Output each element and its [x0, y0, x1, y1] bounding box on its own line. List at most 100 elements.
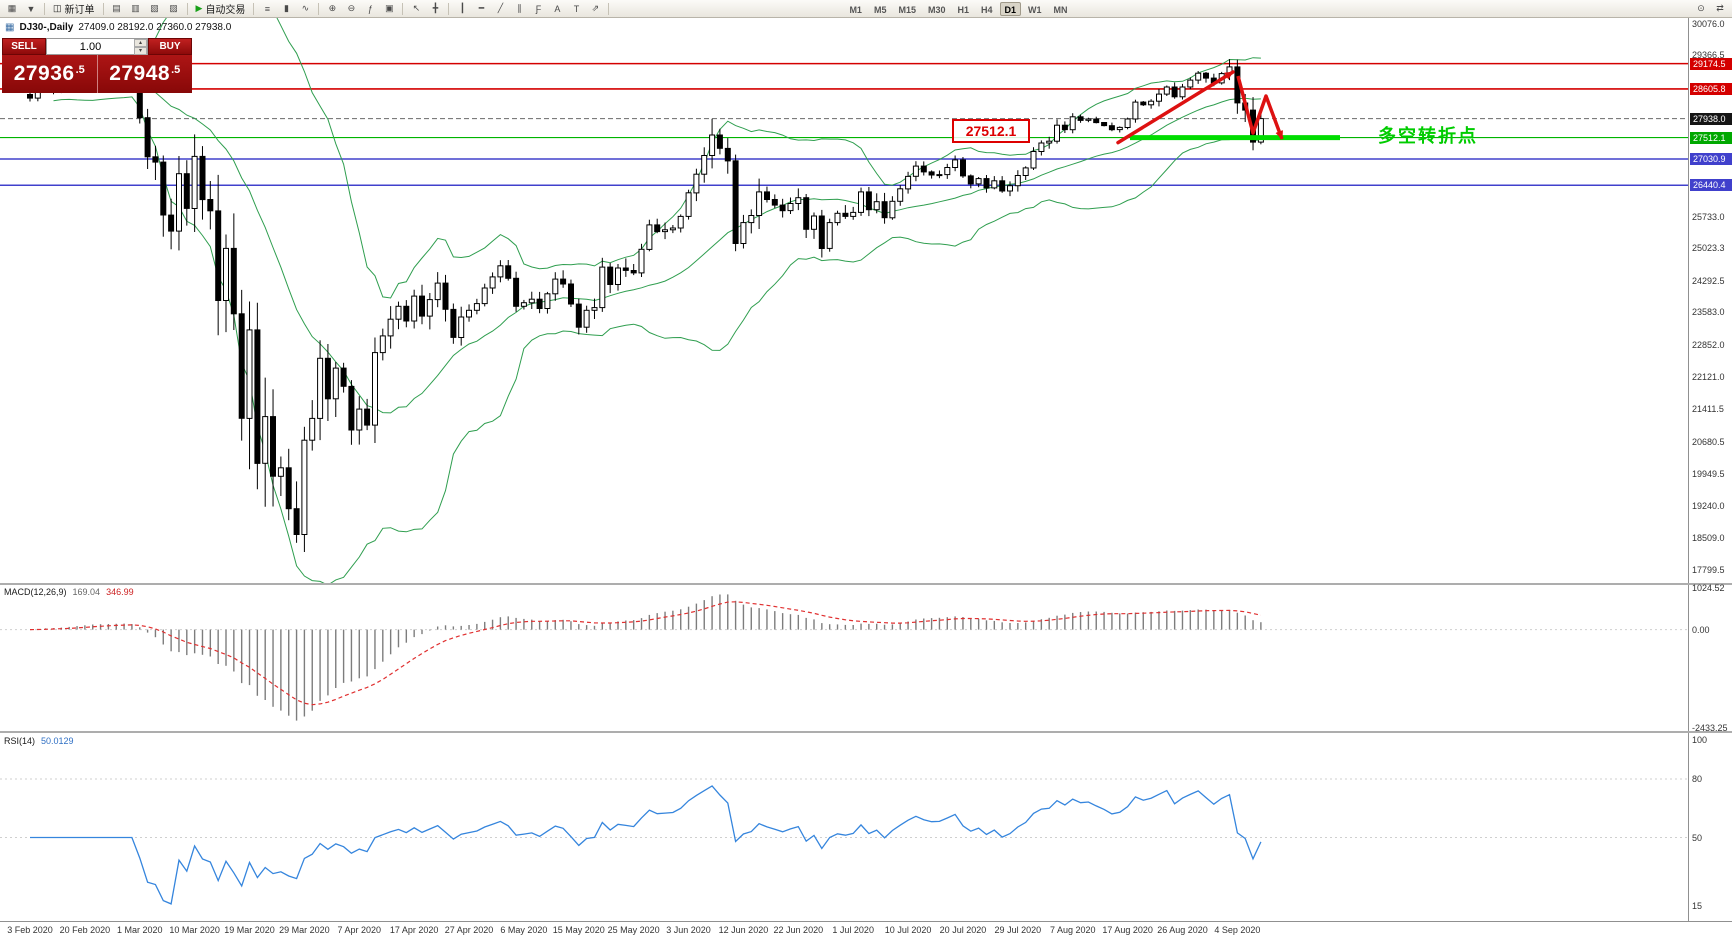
trend-up-arrow[interactable]: [1116, 70, 1235, 145]
auto-trading-button[interactable]: ▶ 自动交易: [195, 3, 246, 16]
rsi-axis-tick: 100: [1692, 735, 1708, 745]
navigator-button[interactable]: ▧: [146, 1, 164, 17]
volume-field: ▴ ▾: [46, 38, 148, 55]
crosshair-icon: ╋: [432, 3, 439, 13]
timeframe-m1-button[interactable]: M1: [849, 4, 862, 15]
ohlc-values: 27409.0 28192.0 27360.0 27938.0: [78, 22, 232, 33]
terminal-button[interactable]: ▨: [165, 1, 183, 17]
zoom-in-button[interactable]: ⊕: [323, 1, 341, 17]
volume-up-button[interactable]: ▴: [134, 38, 147, 47]
scroll-chart-button[interactable]: ⇄: [1711, 1, 1729, 17]
symbol-period-label: DJ30-,Daily: [19, 22, 74, 33]
date-axis-label: 6 May 2020: [500, 925, 548, 935]
price-axis-tick: 24292.5: [1692, 275, 1725, 286]
price-axis-tick: 19949.5: [1692, 469, 1725, 480]
templates-button[interactable]: ▣: [380, 1, 398, 17]
date-axis-label: 1 Mar 2020: [116, 925, 163, 935]
price-axis-tick: 18509.0: [1692, 533, 1725, 544]
macd-plot: [0, 594, 1688, 721]
price-axis-tick: 22852.0: [1692, 339, 1725, 350]
price-badge-29174.5: 29174.5: [1690, 57, 1732, 70]
macd-panel-divider[interactable]: [0, 583, 1732, 585]
toolbar-separator: [102, 2, 104, 15]
fibonacci-button[interactable]: Ƒ: [529, 1, 547, 17]
buy-price: 27948: [109, 62, 171, 85]
macd-axis-tick: 1024.52: [1692, 583, 1725, 594]
price-level-callout[interactable]: 27512.1: [952, 119, 1030, 143]
bar-chart-icon: ≡: [264, 3, 271, 14]
text-button[interactable]: A: [548, 1, 566, 17]
toolbar-separator: [186, 2, 188, 15]
rsi-indicator-header: RSI(14) 50.0129: [4, 736, 74, 746]
timeframe-w1-button[interactable]: W1: [1028, 4, 1042, 15]
toolbar: ▦ ▼ ◫ 新订单 ▤ ▥ ▧ ▨ ▶ 自动交易 ≡ ▮ ∿ ⊕ ⊖ ƒ ▣ ↖ ╋ ┃ ━ ╱ ∥ Ƒ A T ⇗ M1 M5 M15 M…: [0, 0, 1732, 18]
price-axis-tick: 21411.5: [1692, 403, 1724, 414]
timeframe-d1-button[interactable]: D1: [999, 1, 1022, 16]
date-axis-label: 22 Jun 2020: [773, 925, 824, 935]
horizontal-line-button[interactable]: ━: [472, 1, 490, 17]
date-axis-label: 17 Apr 2020: [389, 925, 439, 935]
rsi-axis-tick: 15: [1692, 900, 1703, 911]
sell-price: 27936: [13, 62, 75, 85]
data-window-button[interactable]: ▥: [127, 1, 145, 17]
buy-button[interactable]: BUY: [148, 38, 192, 55]
scroll-chart-icon: ⇄: [1716, 3, 1724, 13]
indicators-button[interactable]: ƒ: [361, 1, 379, 17]
new-order-button[interactable]: ◫ 新订单: [53, 3, 95, 16]
buy-price-button[interactable]: 27948.5: [96, 55, 192, 93]
crosshair-button[interactable]: ╋: [426, 1, 444, 17]
sell-price-button[interactable]: 27936.5: [2, 55, 97, 93]
sell-price-decimal: .5: [75, 63, 85, 76]
candlestick-chart-button[interactable]: ▮: [277, 1, 295, 17]
date-axis-label: 15 May 2020: [552, 925, 605, 935]
new-order-icon: ◫: [53, 3, 62, 13]
toolbar-separator: [318, 2, 320, 15]
toolbar-separator: [253, 2, 255, 15]
trendline-button[interactable]: ╱: [491, 1, 509, 17]
search-button[interactable]: ⊙: [1692, 1, 1710, 17]
timeframe-m5-button[interactable]: M5: [873, 4, 887, 15]
channel-button[interactable]: ∥: [510, 1, 528, 17]
line-chart-button[interactable]: ∿: [296, 1, 314, 17]
new-chart-button[interactable]: ▦: [3, 1, 21, 17]
price-axis-border: [1688, 18, 1689, 921]
market-watch-button[interactable]: ▤: [108, 1, 126, 17]
one-click-trading-panel: SELL ▴ ▾ BUY 27936.5 27948.5: [2, 38, 192, 93]
label-button[interactable]: T: [567, 1, 585, 17]
price-axis-tick: 25733.0: [1692, 211, 1725, 222]
cursor-icon: ↖: [412, 3, 421, 13]
timeframe-m30-button[interactable]: M30: [927, 4, 946, 15]
toolbar-separator: [448, 2, 450, 15]
macd-value: 169.04: [72, 587, 101, 597]
cursor-button[interactable]: ↖: [407, 1, 425, 17]
date-axis-label: 7 Aug 2020: [1049, 925, 1096, 935]
price-badge-26440.4: 26440.4: [1690, 179, 1732, 192]
pivot-point-label[interactable]: 多空转折点: [1378, 126, 1478, 146]
volume-down-button[interactable]: ▾: [134, 46, 147, 55]
timeframe-mn-button[interactable]: MN: [1053, 4, 1068, 15]
vertical-line-button[interactable]: ┃: [453, 1, 471, 17]
auto-trading-icon: ▶: [195, 3, 203, 13]
templates-icon: ▣: [385, 3, 394, 13]
horizontal-line-icon: ━: [478, 3, 485, 13]
timeframe-h4-button[interactable]: H4: [981, 4, 993, 15]
chart-profiles-button[interactable]: ▼: [22, 1, 40, 17]
bar-chart-button[interactable]: ≡: [258, 1, 276, 17]
price-axis-tick: 23583.0: [1692, 307, 1725, 318]
zigzag-down-arrow[interactable]: [1236, 75, 1284, 140]
volume-input[interactable]: [47, 40, 134, 53]
timeframe-m15-button[interactable]: M15: [898, 4, 916, 15]
search-icon: ⊙: [1697, 3, 1705, 13]
sell-button[interactable]: SELL: [2, 38, 46, 55]
zoom-out-button[interactable]: ⊖: [342, 1, 360, 17]
terminal-icon: ▨: [169, 3, 178, 13]
date-axis-label: 10 Mar 2020: [169, 925, 220, 935]
rsi-plot: [0, 778, 1688, 905]
rsi-axis-tick: 80: [1692, 774, 1703, 784]
arrow-tools-button[interactable]: ⇗: [586, 1, 604, 17]
vertical-line-icon: ┃: [459, 3, 466, 13]
rsi-panel-divider[interactable]: [0, 731, 1732, 733]
timeframe-h1-button[interactable]: H1: [957, 4, 970, 15]
date-axis-label: 26 Aug 2020: [1157, 925, 1208, 935]
